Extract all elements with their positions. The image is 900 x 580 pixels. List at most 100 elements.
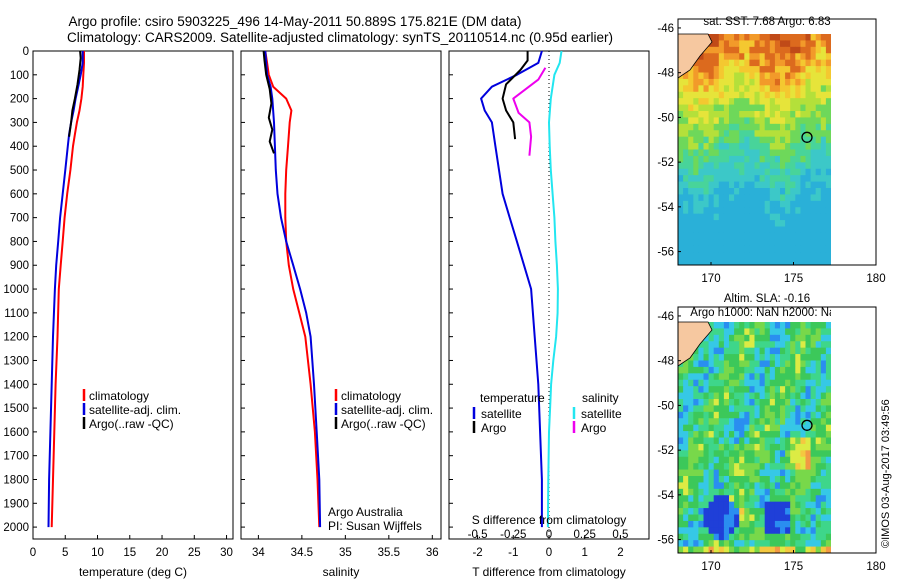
map-cell <box>759 437 766 445</box>
map-cell <box>795 34 801 41</box>
map-cell <box>805 194 811 202</box>
map-cell <box>734 450 740 458</box>
map-cell <box>815 162 822 170</box>
map-cell <box>780 379 786 387</box>
map-cell <box>693 252 699 259</box>
map-cell <box>749 546 755 554</box>
map-cell <box>698 78 704 86</box>
map-cell <box>810 328 817 336</box>
map-cell <box>713 194 720 202</box>
map-cell <box>739 373 745 381</box>
map-x-tick-label: 170 <box>701 273 720 285</box>
map-cell <box>785 220 791 227</box>
map-cell <box>708 194 715 202</box>
map-cell <box>713 252 720 259</box>
y-tick-label: 300 <box>10 117 29 129</box>
map-cell <box>810 437 817 445</box>
map-cell <box>678 175 684 182</box>
x-tick-label: -1 <box>508 547 518 559</box>
map-cell <box>805 508 811 515</box>
map-cell <box>800 59 806 67</box>
map-cell <box>723 463 730 470</box>
map-cell <box>708 456 715 464</box>
map-cell <box>785 123 791 131</box>
map-cell <box>678 463 684 470</box>
map-cell <box>678 98 684 105</box>
map-cell <box>729 239 735 247</box>
map-cell <box>729 220 735 227</box>
map-cell <box>698 149 704 157</box>
map-cell <box>810 386 817 393</box>
map-cell <box>780 194 786 202</box>
map-cell <box>790 111 796 118</box>
map-cell <box>795 46 801 54</box>
map-cell <box>795 136 801 144</box>
x-tick-label: 20 <box>156 547 169 559</box>
map-cell <box>729 328 735 336</box>
map-cell <box>805 59 811 67</box>
map-cell <box>688 200 694 208</box>
map-cell <box>785 245 791 253</box>
map-cell <box>805 379 811 387</box>
map-cell <box>713 392 720 400</box>
map-cell <box>800 155 806 163</box>
map-cell <box>688 78 694 86</box>
map-cell <box>810 360 817 368</box>
map-cell <box>825 334 832 342</box>
map-cell <box>744 328 750 336</box>
map-cell <box>678 162 684 170</box>
map-cell <box>698 91 704 99</box>
map-cell <box>764 162 771 170</box>
map-cell <box>718 527 725 535</box>
map-cell <box>729 111 735 118</box>
map-cell <box>739 418 745 426</box>
map-cell <box>795 168 801 176</box>
map-cell <box>729 136 735 144</box>
map-cell <box>754 341 760 349</box>
map-cell <box>713 527 720 535</box>
map-cell <box>703 482 709 490</box>
map-cell <box>703 437 709 445</box>
map-cell <box>759 130 766 138</box>
map-cell <box>769 239 776 247</box>
map-cell <box>815 360 822 368</box>
map-cell <box>780 200 786 208</box>
map-cell <box>713 72 720 80</box>
map-cell <box>780 78 786 86</box>
legend-label: Argo <box>581 421 607 435</box>
map-cell <box>815 443 822 451</box>
map-cell <box>795 347 801 355</box>
map-cell <box>723 98 730 105</box>
map-cell <box>800 520 806 528</box>
map-cell <box>780 40 786 48</box>
map-cell <box>703 66 709 73</box>
map-cell <box>698 386 704 393</box>
map-cell <box>790 354 796 361</box>
map-cell <box>703 239 709 247</box>
map-cell <box>764 188 771 195</box>
map-cell <box>785 546 791 554</box>
map-cell <box>708 168 715 176</box>
map-x-tick-label: 180 <box>866 561 885 573</box>
map-cell <box>825 520 832 528</box>
map-cell <box>744 540 750 547</box>
map-cell <box>810 232 817 240</box>
map-cell <box>820 508 827 515</box>
map-cell <box>780 354 786 361</box>
map-cell <box>764 91 771 99</box>
map-cell <box>739 34 745 41</box>
map-cell <box>825 488 832 496</box>
map-cell <box>739 341 745 349</box>
x-tick-label: 5 <box>62 547 68 559</box>
imos-credit: ©IMOS 03-Aug-2017 03:49:56 <box>880 399 892 548</box>
map-cell <box>815 213 822 221</box>
map-cell <box>713 46 720 54</box>
map-cell <box>785 40 791 48</box>
map-cell <box>703 232 709 240</box>
map-cell <box>713 155 720 163</box>
map-cell <box>688 226 694 234</box>
map-cell <box>688 220 694 227</box>
map-cell <box>780 443 786 451</box>
map-cell <box>729 533 735 541</box>
map-cell <box>734 418 740 426</box>
